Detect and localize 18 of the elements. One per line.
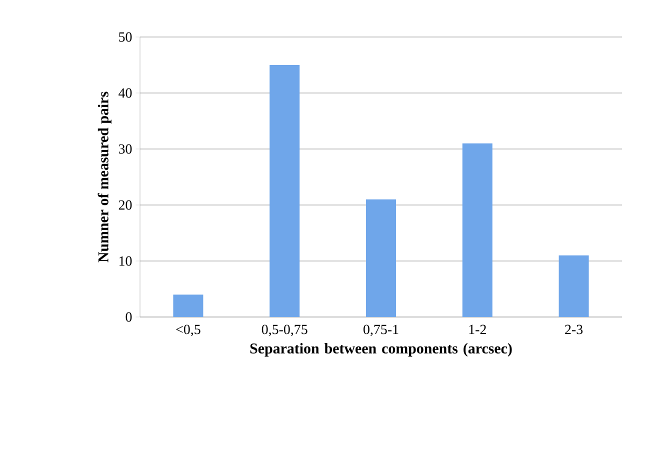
- y-tick-label: 30: [118, 144, 132, 154]
- y-axis-title: Numner of measured pairs: [98, 92, 112, 262]
- x-tick-label: 0,75-1: [364, 324, 398, 336]
- y-tick-label: 40: [118, 88, 132, 98]
- y-tick-label: 10: [120, 256, 132, 266]
- bar: [270, 65, 300, 317]
- x-tick-label: <0,5: [176, 324, 200, 336]
- bar: [462, 143, 492, 317]
- x-tick-label: 0,5-0,75: [262, 324, 308, 336]
- x-tick-label: 2-3: [565, 324, 583, 334]
- bar: [558, 255, 589, 317]
- x-tick-label: 1-2: [469, 324, 486, 334]
- bar: [173, 294, 204, 317]
- y-tick-label: 50: [119, 32, 132, 42]
- y-tick-label: 0: [126, 312, 132, 322]
- y-tick-label: 20: [118, 200, 132, 210]
- bar: [366, 199, 396, 317]
- x-axis-title: Separation between components (arcsec): [250, 343, 512, 357]
